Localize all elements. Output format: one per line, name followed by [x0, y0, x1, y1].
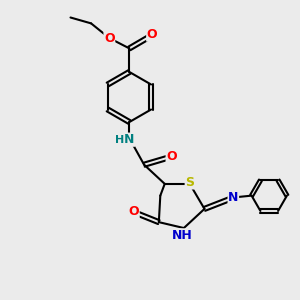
Text: NH: NH — [172, 229, 193, 242]
Text: O: O — [147, 28, 158, 41]
Text: S: S — [185, 176, 194, 189]
Text: O: O — [104, 32, 115, 45]
Text: O: O — [166, 150, 177, 163]
Text: O: O — [128, 205, 139, 218]
Text: N: N — [124, 133, 135, 146]
Text: N: N — [228, 190, 238, 204]
Text: H: H — [115, 135, 124, 145]
